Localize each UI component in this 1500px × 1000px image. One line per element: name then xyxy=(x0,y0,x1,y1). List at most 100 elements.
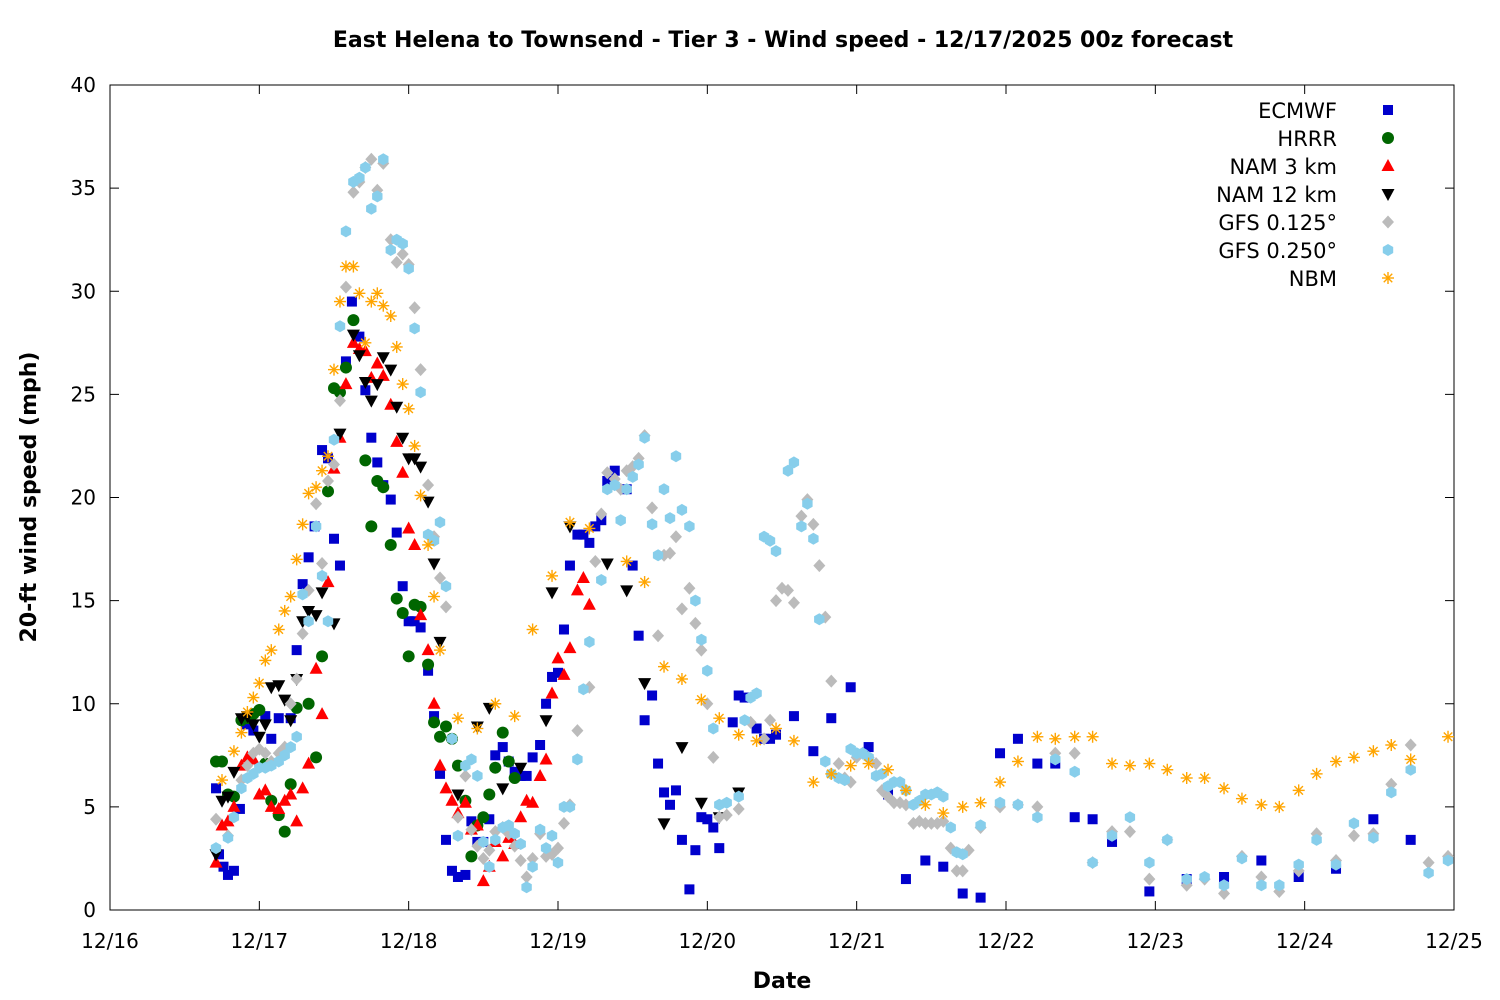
data-point-gfs-0-250 xyxy=(297,588,308,601)
data-point-nam-3-km xyxy=(402,521,416,534)
data-point-nbm xyxy=(1161,763,1174,776)
data-point-hrrr xyxy=(440,720,452,733)
data-point-gfs-0-125 xyxy=(396,247,409,261)
data-point-nbm xyxy=(882,763,895,776)
data-point-nam-3-km xyxy=(309,661,323,674)
data-point-ecmwf xyxy=(739,692,750,703)
y-axis-title: 20-ft wind speed (mph) xyxy=(17,352,42,643)
data-points xyxy=(209,152,1455,903)
data-point-gfs-0-125 xyxy=(1143,872,1156,886)
data-point-nam-12-km xyxy=(370,379,384,392)
data-point-nam-3-km xyxy=(414,608,428,621)
data-point-ecmwf xyxy=(317,445,328,456)
data-point-gfs-0-250 xyxy=(403,262,414,275)
data-point-gfs-0-125 xyxy=(825,674,838,688)
data-point-gfs-0-250 xyxy=(385,244,396,256)
data-point-nbm xyxy=(732,728,745,741)
data-point-gfs-0-250 xyxy=(702,664,713,677)
data-point-gfs-0-125 xyxy=(652,629,665,643)
data-point-nbm xyxy=(1198,772,1211,784)
data-point-nam-12-km xyxy=(352,350,366,363)
chart-title: East Helena to Townsend - Tier 3 - Wind … xyxy=(332,28,1234,53)
data-point-nam-12-km xyxy=(284,715,298,728)
data-point-gfs-0-250 xyxy=(788,456,800,469)
data-point-gfs-0-250 xyxy=(894,776,906,789)
data-point-ecmwf xyxy=(1087,814,1098,825)
data-point-nbm xyxy=(956,800,969,813)
data-point-nam-12-km xyxy=(451,789,465,802)
data-point-hrrr xyxy=(302,697,315,710)
data-point-gfs-0-250 xyxy=(696,633,707,646)
data-point-ecmwf xyxy=(228,865,239,876)
data-point-gfs-0-125 xyxy=(683,581,696,595)
data-point-nam-3-km xyxy=(539,752,553,765)
data-point-nbm xyxy=(339,260,352,273)
data-point-nbm xyxy=(1011,755,1024,768)
data-point-nbm xyxy=(825,767,838,780)
data-point-ecmwf xyxy=(547,671,558,682)
data-point-ecmwf xyxy=(397,581,408,592)
data-point-gfs-0-250 xyxy=(1348,817,1360,830)
data-point-gfs-0-125 xyxy=(465,823,478,837)
data-point-gfs-0-250 xyxy=(552,856,564,869)
data-point-hrrr xyxy=(402,650,415,663)
data-point-gfs-0-250 xyxy=(279,749,290,762)
data-point-nam-12-km xyxy=(675,742,689,755)
data-point-nam-3-km xyxy=(264,799,278,812)
data-point-gfs-0-250 xyxy=(808,532,819,545)
data-point-nbm xyxy=(316,464,329,477)
data-point-nbm xyxy=(347,260,360,273)
data-point-nbm xyxy=(1218,782,1231,795)
data-point-ecmwf xyxy=(484,814,495,825)
y-tick-label: 5 xyxy=(83,795,96,819)
data-point-gfs-0-250 xyxy=(303,615,314,628)
data-point-gfs-0-250 xyxy=(310,520,322,533)
data-point-nbm xyxy=(253,677,266,690)
data-point-nam-12-km xyxy=(358,377,372,389)
data-point-gfs-0-125 xyxy=(595,507,608,521)
data-point-gfs-0-250 xyxy=(509,827,520,840)
data-point-ecmwf xyxy=(751,723,762,734)
data-point-gfs-0-250 xyxy=(236,782,247,795)
data-point-nbm xyxy=(365,295,378,308)
data-point-nam-12-km xyxy=(272,680,286,693)
data-point-gfs-0-250 xyxy=(751,687,762,700)
data-point-nbm xyxy=(844,759,857,772)
data-point-gfs-0-250 xyxy=(938,790,949,803)
data-point-gfs-0-250 xyxy=(409,322,420,335)
data-point-gfs-0-125 xyxy=(732,802,745,816)
data-point-ecmwf xyxy=(696,812,707,823)
data-point-nam-3-km xyxy=(563,641,577,654)
data-point-gfs-0-250 xyxy=(1218,879,1230,892)
data-point-nam-12-km xyxy=(384,364,398,377)
data-point-gfs-0-250 xyxy=(802,497,813,510)
data-point-gfs-0-250 xyxy=(584,635,595,648)
data-point-gfs-0-125 xyxy=(646,501,659,515)
data-point-ecmwf xyxy=(460,869,471,880)
data-point-gfs-0-125 xyxy=(601,466,614,480)
data-point-gfs-0-250 xyxy=(676,503,688,516)
data-point-nbm xyxy=(1255,798,1268,811)
data-point-ecmwf xyxy=(733,690,744,701)
data-point-gfs-0-125 xyxy=(664,546,676,560)
data-point-nam-12-km xyxy=(427,558,441,571)
data-point-ecmwf xyxy=(466,816,477,827)
data-point-nbm xyxy=(1330,755,1343,768)
data-point-nbm xyxy=(899,784,912,797)
data-point-nbm xyxy=(1273,800,1286,813)
data-point-nbm xyxy=(1086,730,1099,743)
data-point-ecmwf xyxy=(541,698,552,709)
data-point-nbm xyxy=(434,644,447,657)
data-point-gfs-0-250 xyxy=(1311,833,1322,846)
data-point-gfs-0-250 xyxy=(1032,811,1043,824)
data-point-ecmwf xyxy=(360,385,371,396)
data-point-nbm xyxy=(974,796,987,809)
data-point-ecmwf xyxy=(273,713,284,724)
data-point-gfs-0-250 xyxy=(1386,786,1397,799)
data-point-nbm xyxy=(227,745,240,758)
data-point-nam-12-km xyxy=(278,694,292,707)
data-point-gfs-0-250 xyxy=(639,431,650,444)
data-point-nam-3-km xyxy=(284,787,298,800)
data-point-gfs-0-125 xyxy=(1422,856,1435,870)
data-point-ecmwf xyxy=(329,533,339,544)
